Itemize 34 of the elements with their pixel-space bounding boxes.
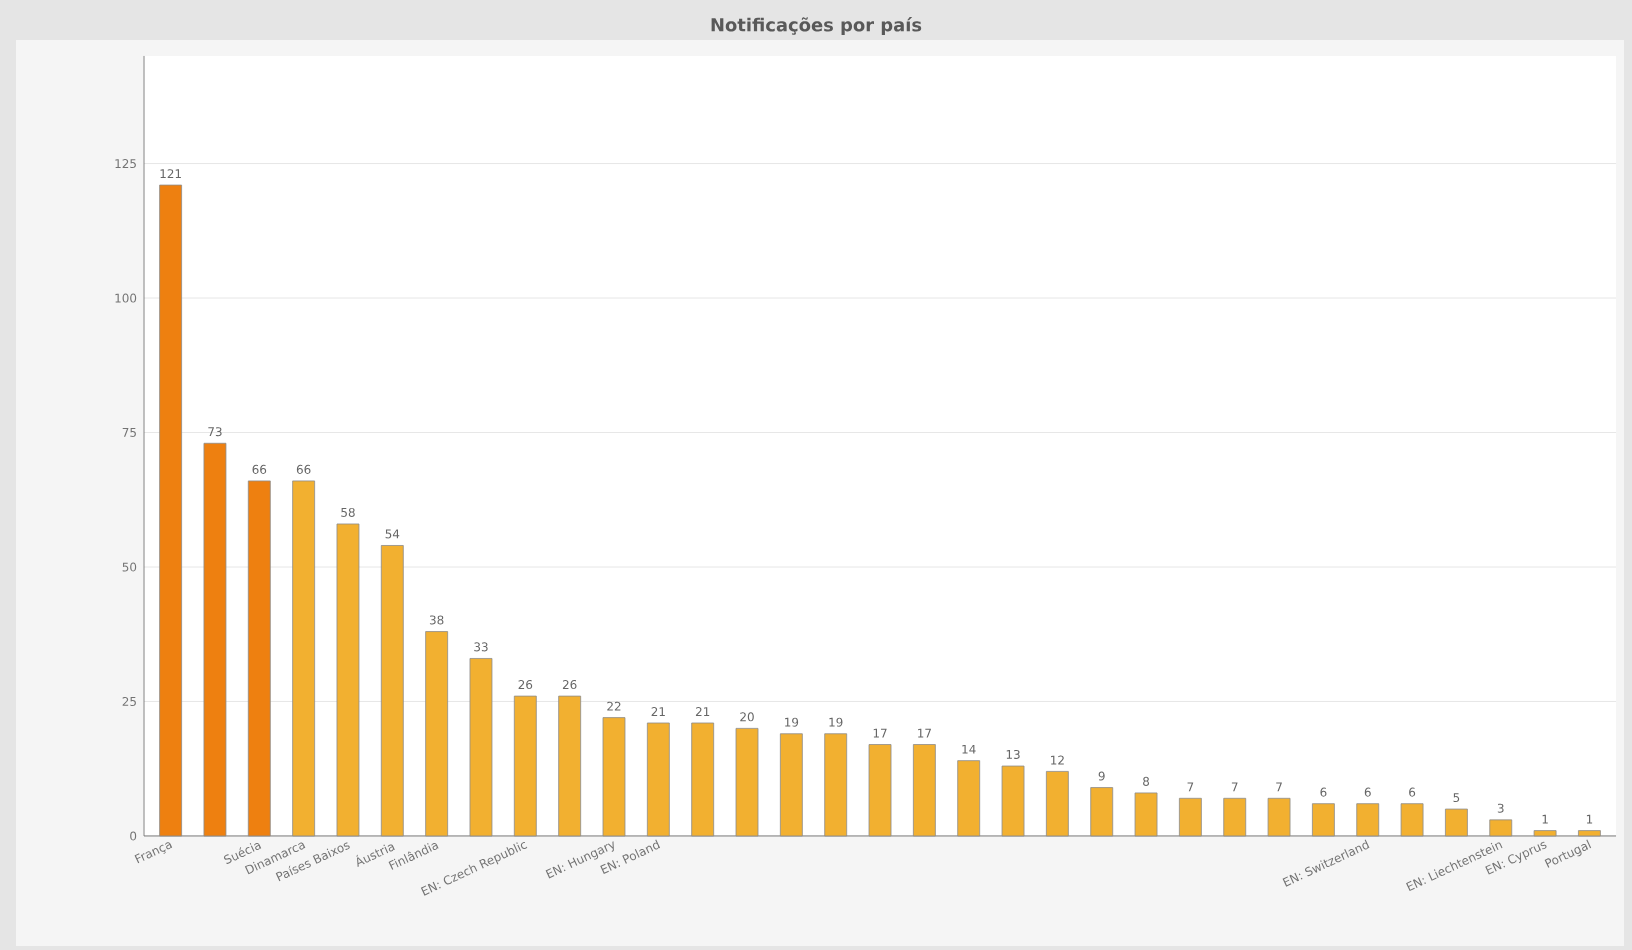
bar [1001, 765, 1025, 837]
bar [912, 744, 936, 837]
bar [957, 760, 981, 837]
bar [1533, 830, 1557, 837]
bar [1445, 808, 1468, 837]
chart-title: Notificações por país [711, 16, 922, 35]
bar [336, 523, 360, 837]
bar [469, 658, 493, 837]
bar [1045, 771, 1069, 837]
bar [824, 733, 848, 837]
bar [203, 442, 227, 837]
bar [292, 480, 316, 837]
bar [779, 733, 803, 837]
bar [1178, 797, 1202, 837]
bar [735, 727, 759, 837]
bar [1090, 787, 1114, 837]
bar [1223, 797, 1247, 837]
bar [159, 184, 183, 837]
bar [1267, 797, 1291, 837]
bar [1312, 803, 1335, 837]
bar [691, 722, 715, 837]
bar [1578, 830, 1601, 837]
bar [602, 717, 626, 837]
bar [1489, 819, 1513, 837]
bar [380, 545, 404, 837]
bar [513, 695, 537, 837]
bar [425, 631, 449, 837]
bar [247, 480, 271, 837]
bar [1356, 803, 1380, 837]
bar [868, 744, 892, 837]
bar [558, 695, 582, 837]
bar [1134, 792, 1158, 837]
bar [646, 722, 670, 837]
bar [1400, 803, 1424, 837]
